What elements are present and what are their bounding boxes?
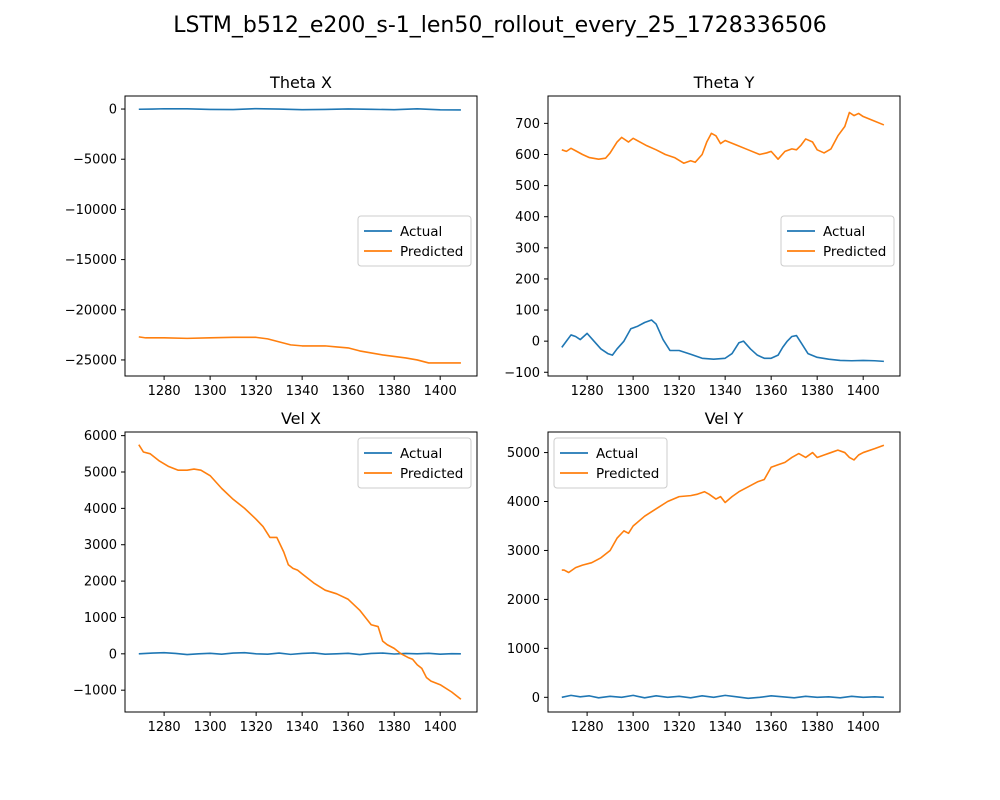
legend: Actual Predicted [357, 215, 472, 267]
x-tick-label: 1340 [286, 720, 319, 735]
y-tick-label: 1000 [507, 642, 540, 657]
legend-box [357, 215, 472, 267]
y-tick-label: −15000 [65, 253, 117, 268]
y-tick-label: 600 [515, 148, 540, 163]
x-tick-label: 1380 [378, 384, 411, 399]
y-tick-label: 4000 [507, 495, 540, 510]
x-tick-label: 1400 [847, 720, 880, 735]
legend-label: Actual [400, 224, 442, 240]
x-tick-label: 1360 [755, 384, 788, 399]
legend: Actual Predicted [357, 437, 472, 489]
x-tick-label: 1380 [378, 720, 411, 735]
x-tick-label: 1300 [194, 384, 227, 399]
x-tick-label: 1300 [617, 720, 650, 735]
y-tick-label: −10000 [65, 203, 117, 218]
series-line-actual [561, 319, 884, 363]
series-line-actual [561, 694, 884, 700]
x-tick-label: 1320 [663, 384, 696, 399]
y-tick-label: −1000 [73, 684, 117, 699]
x-tick-label: 1320 [240, 720, 273, 735]
x-tick-label: 1280 [148, 720, 181, 735]
legend-label: Predicted [400, 244, 463, 260]
y-tick-label: 2000 [507, 593, 540, 608]
subplot-title: Vel X [281, 409, 321, 428]
y-tick-label: 3000 [507, 544, 540, 559]
subplot-title: Theta Y [693, 73, 755, 92]
subplot-2: Vel X 1280 1300 1320 1340 1360 1380 1400 −1000 0 1… [73, 409, 478, 735]
y-tick-label: 200 [515, 272, 540, 287]
y-tick-label: −5000 [73, 153, 117, 168]
y-tick-label: 0 [109, 103, 117, 118]
legend-label: Actual [823, 224, 865, 240]
x-tick-label: 1360 [332, 720, 365, 735]
legend-box [780, 215, 895, 267]
legend-label: Actual [596, 446, 638, 462]
series-line-predicted [138, 444, 462, 700]
series-line-actual [138, 107, 461, 111]
subplot-1: Theta Y 1280 1300 1320 1340 1360 1380 1400 −100 0… [504, 73, 901, 399]
y-tick-label: 500 [515, 179, 540, 194]
legend-label: Predicted [400, 466, 463, 482]
x-tick-label: 1400 [424, 720, 457, 735]
legend: Actual Predicted [780, 215, 895, 267]
axes-frame [124, 95, 478, 377]
x-tick-label: 1320 [663, 720, 696, 735]
legend-label: Predicted [823, 244, 886, 260]
y-tick-label: 100 [515, 304, 540, 319]
x-tick-label: 1280 [571, 384, 604, 399]
x-tick-label: 1300 [194, 720, 227, 735]
series-line-predicted [138, 336, 461, 364]
subplot-title: Vel Y [705, 409, 744, 428]
x-tick-label: 1400 [424, 384, 457, 399]
y-tick-label: −100 [504, 366, 540, 381]
y-tick-label: 6000 [84, 429, 117, 444]
y-tick-label: 2000 [84, 575, 117, 590]
series-line-predicted [561, 111, 885, 164]
y-tick-label: 1000 [84, 611, 117, 626]
x-tick-label: 1340 [709, 384, 742, 399]
y-tick-label: 700 [515, 117, 540, 132]
y-tick-label: 5000 [84, 466, 117, 481]
y-tick-label: 4000 [84, 502, 117, 517]
subplot-3: Vel Y 1280 1300 1320 1340 1360 1380 1400 0 1000 20… [507, 409, 901, 735]
y-tick-label: 3000 [84, 538, 117, 553]
x-tick-label: 1300 [617, 384, 650, 399]
x-tick-label: 1400 [847, 384, 880, 399]
x-tick-label: 1340 [709, 720, 742, 735]
y-tick-label: 0 [109, 647, 117, 662]
series-line-predicted [561, 444, 885, 574]
y-tick-label: 300 [515, 241, 540, 256]
subplot-title: Theta X [269, 73, 332, 92]
legend-label: Predicted [596, 466, 659, 482]
legend-box [357, 437, 472, 489]
y-tick-label: 400 [515, 210, 540, 225]
x-tick-label: 1340 [286, 384, 319, 399]
y-tick-label: 5000 [507, 446, 540, 461]
x-tick-label: 1360 [332, 384, 365, 399]
x-tick-label: 1280 [571, 720, 604, 735]
x-tick-label: 1360 [755, 720, 788, 735]
y-tick-label: −25000 [65, 353, 117, 368]
axes-frame [124, 431, 478, 713]
legend: Actual Predicted [553, 437, 668, 489]
y-tick-label: 0 [532, 691, 540, 706]
axes-frame [547, 431, 901, 713]
x-tick-label: 1280 [148, 384, 181, 399]
y-tick-label: 0 [532, 335, 540, 350]
axes-frame [547, 95, 901, 377]
x-tick-label: 1380 [801, 720, 834, 735]
x-tick-label: 1320 [240, 384, 273, 399]
figure-title: LSTM_b512_e200_s-1_len50_rollout_every_2… [173, 13, 827, 38]
subplot-0: Theta X 1280 1300 1320 1340 1360 1380 1400 −2500… [65, 73, 478, 399]
legend-label: Actual [400, 446, 442, 462]
series-line-actual [138, 651, 461, 656]
x-tick-label: 1380 [801, 384, 834, 399]
y-tick-label: −20000 [65, 303, 117, 318]
legend-box [553, 437, 668, 489]
